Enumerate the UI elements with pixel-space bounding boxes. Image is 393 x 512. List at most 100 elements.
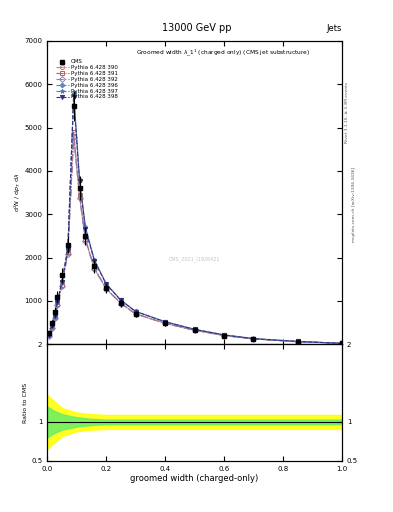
Pythia 6.428 392 xyxy=(77,195,82,201)
Pythia 6.428 390 xyxy=(60,283,64,289)
Line: Pythia 6.428 398: Pythia 6.428 398 xyxy=(46,95,344,346)
Pythia 6.428 391 xyxy=(163,320,167,326)
Pythia 6.428 398 xyxy=(55,299,60,305)
Pythia 6.428 391 xyxy=(251,336,256,342)
Pythia 6.428 396 xyxy=(55,298,60,305)
Pythia 6.428 398 xyxy=(296,338,300,345)
Pythia 6.428 391 xyxy=(60,282,64,288)
Pythia 6.428 390 xyxy=(72,133,76,139)
Pythia 6.428 397 xyxy=(296,338,300,345)
Pythia 6.428 398 xyxy=(192,326,197,332)
Pythia 6.428 396 xyxy=(49,323,54,329)
Pythia 6.428 390 xyxy=(251,336,256,342)
Pythia 6.428 398 xyxy=(65,247,70,253)
Pythia 6.428 390 xyxy=(55,302,60,308)
Pythia 6.428 396 xyxy=(46,332,51,338)
Pythia 6.428 392 xyxy=(46,333,51,339)
Pythia 6.428 398 xyxy=(251,335,256,342)
Pythia 6.428 390 xyxy=(104,286,108,292)
Pythia 6.428 390 xyxy=(46,332,51,338)
Pythia 6.428 398 xyxy=(46,332,51,338)
Pythia 6.428 392 xyxy=(65,250,70,257)
X-axis label: groomed width (charged-only): groomed width (charged-only) xyxy=(130,475,259,483)
Pythia 6.428 396 xyxy=(340,340,344,346)
Pythia 6.428 392 xyxy=(340,340,344,347)
Pythia 6.428 392 xyxy=(52,315,57,322)
Pythia 6.428 396 xyxy=(65,246,70,252)
Pythia 6.428 390 xyxy=(83,237,88,243)
Pythia 6.428 392 xyxy=(192,327,197,333)
Pythia 6.428 398 xyxy=(163,319,167,325)
Pythia 6.428 396 xyxy=(77,177,82,183)
Pythia 6.428 391 xyxy=(72,129,76,135)
Text: mcplots.cern.ch [arXiv:1306.3436]: mcplots.cern.ch [arXiv:1306.3436] xyxy=(352,167,356,242)
Pythia 6.428 398 xyxy=(52,313,57,319)
Pythia 6.428 392 xyxy=(296,338,300,345)
Pythia 6.428 391 xyxy=(49,324,54,330)
Text: CMS_2021_I1926421: CMS_2021_I1926421 xyxy=(169,257,220,262)
Pythia 6.428 396 xyxy=(133,308,138,314)
Pythia 6.428 397 xyxy=(65,246,70,252)
Pythia 6.428 398 xyxy=(49,324,54,330)
Pythia 6.428 392 xyxy=(60,283,64,289)
Pythia 6.428 397 xyxy=(77,177,82,183)
Pythia 6.428 392 xyxy=(133,311,138,317)
Pythia 6.428 397 xyxy=(192,326,197,332)
Pythia 6.428 391 xyxy=(55,301,60,307)
Pythia 6.428 398 xyxy=(222,332,226,338)
Pythia 6.428 397 xyxy=(340,340,344,346)
Pythia 6.428 390 xyxy=(222,332,226,338)
Pythia 6.428 397 xyxy=(92,257,97,263)
Pythia 6.428 397 xyxy=(83,225,88,231)
Pythia 6.428 397 xyxy=(55,299,60,305)
Pythia 6.428 396 xyxy=(52,312,57,318)
Text: Jets: Jets xyxy=(327,24,342,33)
Line: Pythia 6.428 391: Pythia 6.428 391 xyxy=(46,130,344,346)
Pythia 6.428 396 xyxy=(72,90,76,96)
Pythia 6.428 390 xyxy=(192,327,197,333)
Pythia 6.428 390 xyxy=(52,315,57,321)
Pythia 6.428 397 xyxy=(52,313,57,319)
Pythia 6.428 391 xyxy=(104,285,108,291)
Pythia 6.428 398 xyxy=(72,94,76,100)
Pythia 6.428 391 xyxy=(192,327,197,333)
Pythia 6.428 397 xyxy=(72,92,76,98)
Pythia 6.428 390 xyxy=(77,194,82,200)
Pythia 6.428 397 xyxy=(163,318,167,325)
Pythia 6.428 397 xyxy=(104,281,108,287)
Pythia 6.428 391 xyxy=(222,332,226,338)
Pythia 6.428 398 xyxy=(104,281,108,287)
Pythia 6.428 391 xyxy=(92,265,97,271)
Pythia 6.428 392 xyxy=(163,321,167,327)
Y-axis label: $\mathrm{d}^2N\ /\ \mathrm{d}p_T\ \mathrm{d}\lambda$: $\mathrm{d}^2N\ /\ \mathrm{d}p_T\ \mathr… xyxy=(13,173,23,212)
Pythia 6.428 390 xyxy=(296,338,300,345)
Pythia 6.428 397 xyxy=(60,279,64,285)
Y-axis label: Ratio to CMS: Ratio to CMS xyxy=(24,382,28,422)
Pythia 6.428 398 xyxy=(83,226,88,232)
Pythia 6.428 392 xyxy=(251,336,256,342)
Pythia 6.428 396 xyxy=(222,332,226,338)
Pythia 6.428 398 xyxy=(92,258,97,264)
Pythia 6.428 392 xyxy=(72,134,76,140)
Text: Groomed width $\lambda\_1^1$ (charged only) (CMS jet substructure): Groomed width $\lambda\_1^1$ (charged on… xyxy=(136,47,310,58)
Pythia 6.428 391 xyxy=(296,338,300,345)
Pythia 6.428 397 xyxy=(251,335,256,342)
Line: Pythia 6.428 390: Pythia 6.428 390 xyxy=(46,134,344,346)
Pythia 6.428 396 xyxy=(83,224,88,230)
Pythia 6.428 390 xyxy=(340,340,344,347)
Pythia 6.428 396 xyxy=(104,281,108,287)
Pythia 6.428 391 xyxy=(83,236,88,242)
Pythia 6.428 396 xyxy=(251,335,256,342)
Pythia 6.428 392 xyxy=(55,303,60,309)
Pythia 6.428 390 xyxy=(65,250,70,257)
Pythia 6.428 397 xyxy=(222,332,226,338)
Pythia 6.428 396 xyxy=(163,318,167,325)
Pythia 6.428 392 xyxy=(49,325,54,331)
Line: Pythia 6.428 396: Pythia 6.428 396 xyxy=(46,91,344,346)
Pythia 6.428 396 xyxy=(92,257,97,263)
Pythia 6.428 396 xyxy=(296,338,300,345)
Text: 13000 GeV pp: 13000 GeV pp xyxy=(162,23,231,33)
Pythia 6.428 390 xyxy=(92,265,97,271)
Pythia 6.428 391 xyxy=(46,332,51,338)
Pythia 6.428 397 xyxy=(119,297,123,303)
